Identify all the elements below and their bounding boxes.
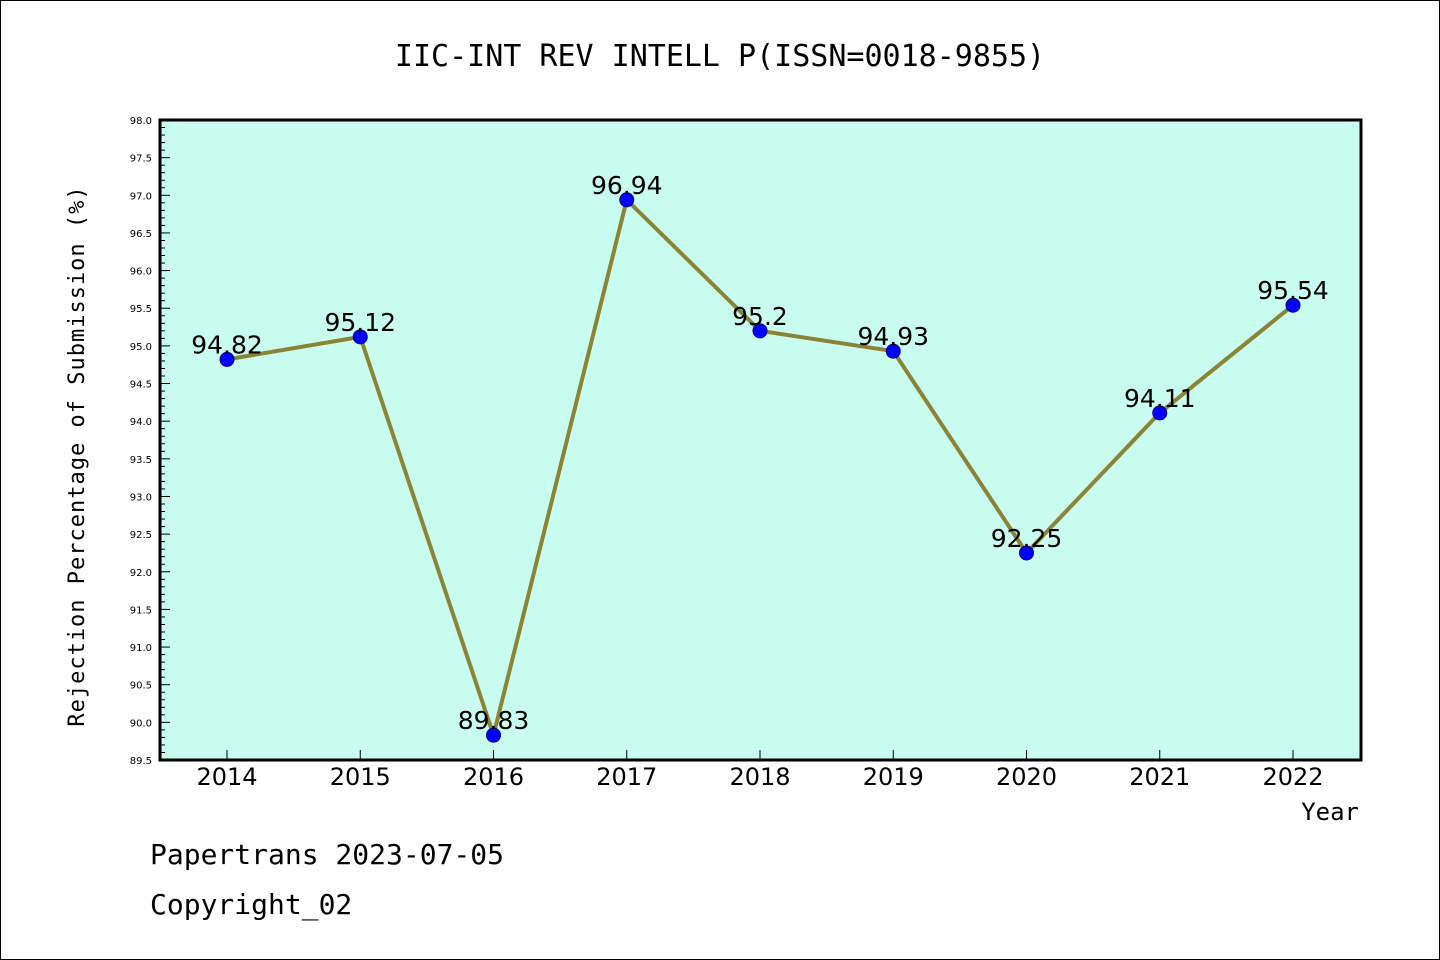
- y-tick-label: 94.0: [130, 417, 152, 428]
- plot-border: [158, 118, 1363, 762]
- y-axis-label: Rejection Percentage of Submission (%): [65, 185, 90, 726]
- data-label: 92.25: [991, 524, 1063, 553]
- y-tick-label: 98.0: [130, 116, 152, 127]
- plot-area: [160, 120, 1361, 760]
- y-tick-label: 93.5: [130, 455, 152, 466]
- x-tick-label: 2017: [596, 763, 657, 791]
- y-tick-label: 96.0: [130, 267, 152, 278]
- y-tick-label: 91.5: [130, 605, 152, 616]
- x-tick-label: 2019: [863, 763, 924, 791]
- data-point: [1285, 297, 1301, 313]
- y-tick-label: 97.0: [130, 191, 152, 202]
- footer-copyright: Copyright_02: [150, 888, 352, 922]
- data-point: [219, 351, 235, 367]
- x-tick-label: 2018: [729, 763, 790, 791]
- x-tick-label: 2016: [463, 763, 524, 791]
- y-tick-label: 92.0: [130, 568, 152, 579]
- data-point: [619, 192, 635, 208]
- y-tick-label: 95.5: [130, 304, 152, 315]
- x-axis-label: Year: [1301, 798, 1359, 826]
- data-point: [885, 343, 901, 359]
- y-tick-label: 89.5: [130, 756, 152, 767]
- data-label: 96.94: [591, 171, 663, 200]
- data-label: 94.11: [1124, 384, 1196, 413]
- y-tick-label: 91.0: [130, 643, 152, 654]
- y-tick-label: 93.0: [130, 492, 152, 503]
- data-point: [1152, 405, 1168, 421]
- data-label: 95.54: [1257, 276, 1329, 305]
- y-tick-label: 95.0: [130, 342, 152, 353]
- footer-date: Papertrans 2023-07-05: [150, 838, 504, 871]
- x-tick-label: 2015: [330, 763, 391, 791]
- data-point: [352, 329, 368, 345]
- data-label: 95.12: [324, 308, 396, 337]
- y-tick-label: 94.5: [130, 380, 152, 391]
- y-tick-label: 90.5: [130, 681, 152, 692]
- x-tick-label: 2020: [996, 763, 1057, 791]
- x-tick-label: 2014: [196, 763, 257, 791]
- data-label: 89.83: [458, 706, 530, 735]
- chart-title: IIC-INT REV INTELL P(ISSN=0018-9855): [395, 39, 1045, 74]
- data-label: 94.82: [191, 330, 263, 359]
- y-tick-label: 96.5: [130, 229, 152, 240]
- x-tick-label: 2021: [1129, 763, 1190, 791]
- data-point: [752, 323, 768, 339]
- data-label: 94.93: [857, 322, 929, 351]
- data-point: [486, 727, 501, 743]
- y-tick-label: 97.5: [130, 154, 152, 165]
- y-tick-label: 90.0: [130, 718, 152, 729]
- data-point: [1019, 545, 1034, 561]
- data-label: 95.2: [732, 302, 788, 331]
- y-tick-label: 92.5: [130, 530, 152, 541]
- x-tick-label: 2022: [1262, 763, 1323, 791]
